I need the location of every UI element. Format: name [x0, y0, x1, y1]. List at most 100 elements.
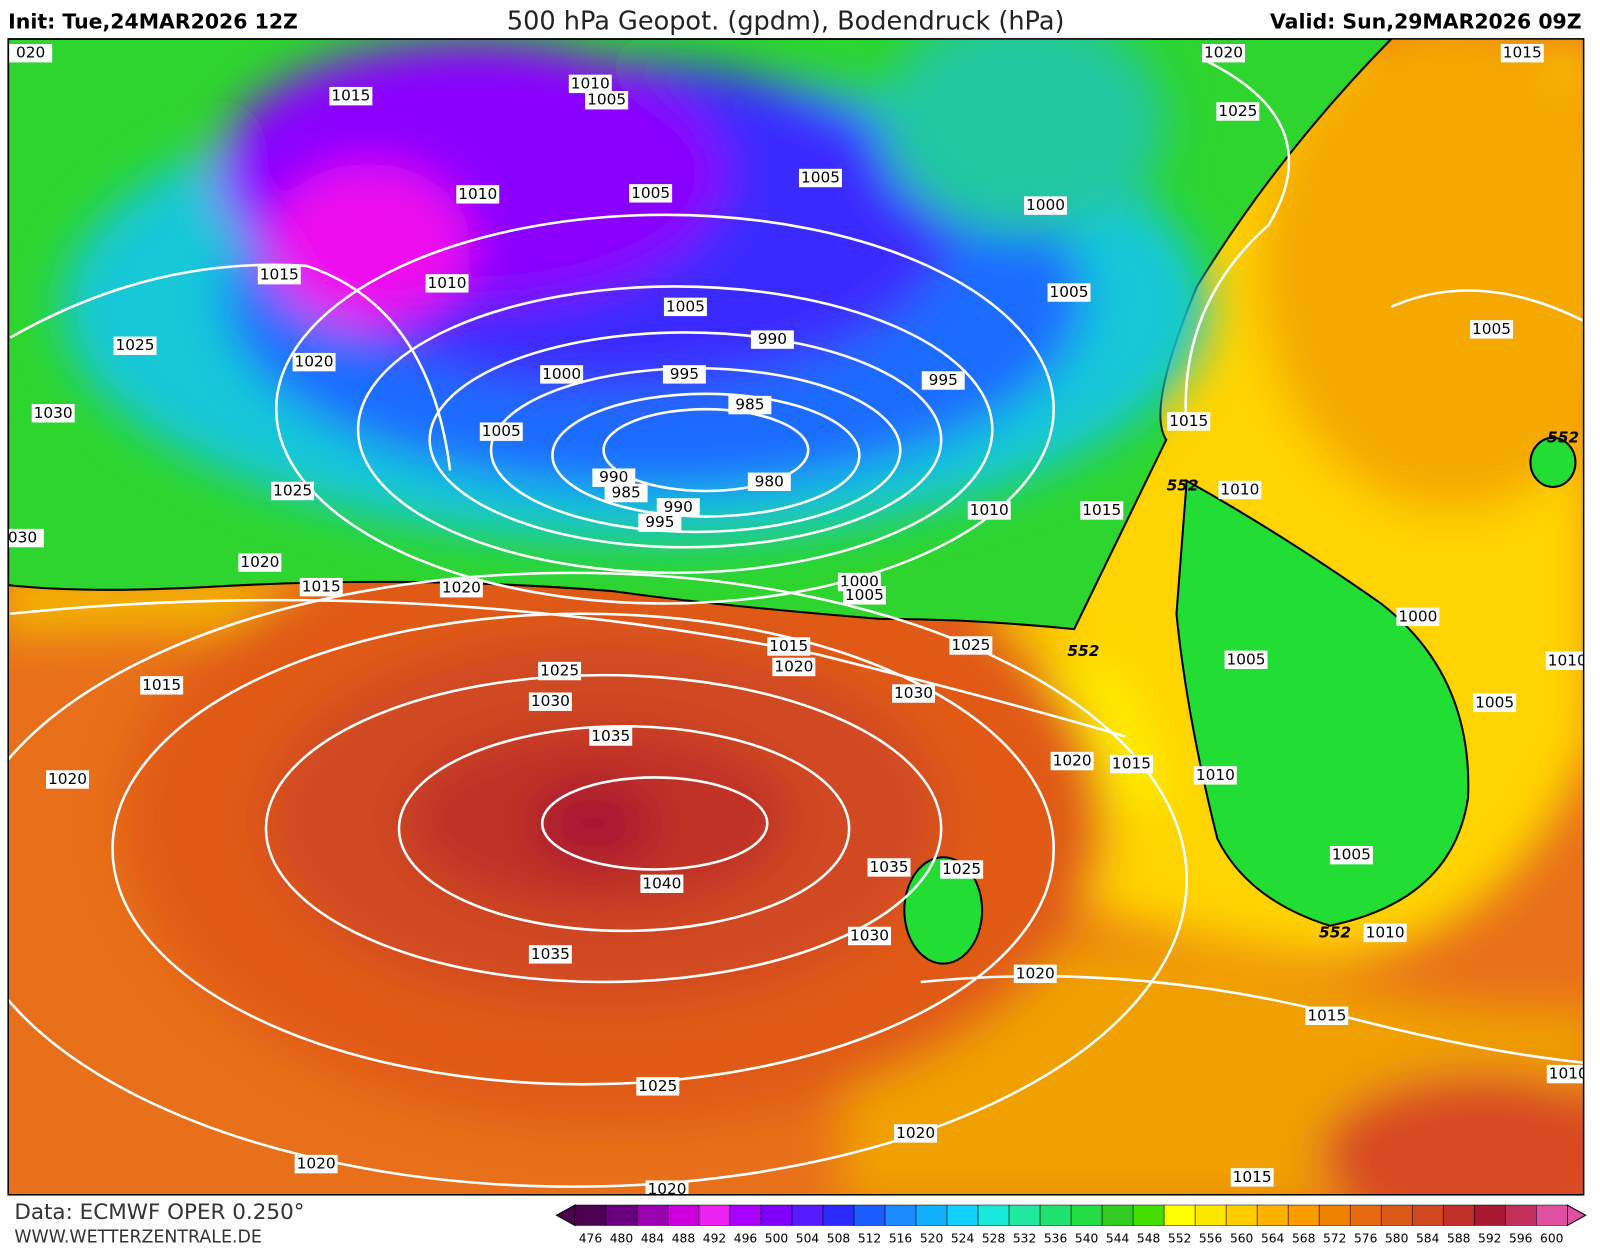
- east-552: [1529, 436, 1577, 488]
- isobar-label: 1010: [428, 274, 467, 292]
- isobar-label: 1010: [1366, 923, 1405, 941]
- isobar-label: 1015: [1307, 1006, 1346, 1024]
- isobar-label: 1000: [1398, 607, 1437, 625]
- colorbar: 476 480 484 488 492 496 500 504 508 512 516 520 524 5…: [555, 1204, 1587, 1245]
- colorbar-swatch: [1070, 1204, 1103, 1226]
- label-box: [1546, 1064, 1584, 1084]
- label-box: [767, 637, 811, 656]
- label-box: [640, 874, 684, 894]
- isobar-label: 1000: [1026, 196, 1065, 214]
- isobar-label: 1005: [845, 586, 884, 604]
- isobar-label: 990: [599, 468, 628, 486]
- label-box: [728, 395, 772, 415]
- isobars: [8, 60, 1584, 1188]
- colorbar-label: 592: [1478, 1231, 1501, 1245]
- isobar-label: 995: [670, 365, 699, 383]
- colorbar-label: 520: [920, 1231, 943, 1245]
- label-box: [456, 185, 500, 204]
- isobar-label: 1020: [1016, 964, 1055, 982]
- valid-time: Valid: Sun,29MAR2026 09Z: [1270, 10, 1582, 34]
- isobar-label: 1020: [295, 353, 334, 371]
- colorbar-label: 576: [1354, 1231, 1378, 1245]
- isobar-label: 1030: [34, 404, 73, 422]
- balkan-552: [1175, 479, 1470, 927]
- isobar-label: 985: [735, 396, 764, 414]
- colorbar-swatch: [1473, 1204, 1506, 1226]
- colorbar-label: 476: [579, 1231, 603, 1245]
- label-box: [299, 577, 343, 597]
- isobar-label: 030: [8, 529, 37, 547]
- label-box: [645, 1180, 689, 1195]
- colorbar-swatch: [884, 1204, 917, 1226]
- label-box: [1050, 751, 1094, 771]
- colorbar-label: 484: [641, 1231, 665, 1245]
- isobar-label: 1010: [458, 185, 497, 203]
- colorbar-label: 524: [951, 1231, 975, 1245]
- isobar-label: 1025: [638, 1077, 677, 1095]
- colorbar-swatch: [698, 1204, 731, 1226]
- isobar-label: 1020: [240, 553, 279, 571]
- isobar-label: 552: [1067, 642, 1099, 660]
- colorbar-swatch: [1101, 1204, 1134, 1226]
- label-box: [294, 1154, 338, 1174]
- label-box: [1363, 923, 1407, 943]
- isobar-label: 990: [664, 498, 693, 516]
- colorbar-label: 572: [1323, 1231, 1346, 1245]
- isobar-label: 1000: [840, 573, 879, 591]
- isobar-label: 1010: [1196, 766, 1235, 784]
- label-box: [238, 553, 282, 572]
- colorbar-swatch: [915, 1204, 948, 1226]
- colorbar-swatch: [605, 1204, 638, 1226]
- colorbar-swatch: [791, 1204, 824, 1226]
- colorbar-swatch: [1411, 1204, 1444, 1226]
- label-box: [568, 74, 612, 94]
- isobar-label: 1020: [896, 1124, 935, 1142]
- source-url: WWW.WETTERZENTRALE.DE: [14, 1228, 261, 1248]
- colorbar-swatch: [729, 1204, 762, 1226]
- colorbar-label: 548: [1137, 1231, 1160, 1245]
- label-box: [140, 676, 184, 695]
- colorbar-label: 568: [1292, 1231, 1315, 1245]
- colorbar-swatch: [1194, 1204, 1227, 1226]
- colorbar-label: 564: [1261, 1231, 1285, 1245]
- isobar-label: 1020: [442, 579, 481, 597]
- colorbar-label: 480: [610, 1231, 633, 1245]
- map-title: 500 hPa Geopot. (gpdm), Bodendruck (hPa): [507, 7, 1065, 37]
- label-box: [479, 422, 523, 441]
- label-box: [1167, 412, 1211, 431]
- isobar-label: 980: [755, 472, 784, 490]
- isobar-label: 1015: [1169, 412, 1208, 430]
- isobar-label: 1025: [1218, 102, 1257, 120]
- colorbar-label: 552: [1168, 1231, 1191, 1245]
- colorbar-swatch: [977, 1204, 1010, 1226]
- colorbar-swatch: [1504, 1204, 1537, 1226]
- label-box: [1545, 651, 1584, 671]
- isobar-label: 1005: [482, 422, 521, 440]
- isobar-label: 1005: [587, 91, 626, 109]
- label-box: [1047, 283, 1091, 302]
- label-box: [867, 858, 911, 877]
- colorbar-label: 504: [796, 1231, 820, 1245]
- label-box: [9, 43, 53, 63]
- isobar-label: 1000: [542, 365, 581, 383]
- colorbar-swatch: [1287, 1204, 1320, 1226]
- label-box: [848, 926, 892, 946]
- isobar-label: 995: [929, 371, 958, 389]
- label-box: [528, 692, 572, 711]
- isobar-label: 1010: [571, 74, 610, 92]
- isobar-label: 552: [1547, 428, 1579, 446]
- label-box: [604, 483, 648, 503]
- label-box: [747, 472, 791, 492]
- label-box: [772, 657, 816, 677]
- isobar-label: 1005: [801, 168, 840, 186]
- label-box: [967, 501, 1011, 520]
- colorbar-label: 580: [1385, 1231, 1408, 1245]
- colorbar-swatch: [760, 1204, 793, 1226]
- colorbar-swatch: [853, 1204, 886, 1226]
- isobar-label: 1005: [666, 297, 705, 315]
- isobar-label: 1015: [331, 87, 370, 105]
- label-box: [31, 404, 75, 423]
- colorbar-label: 496: [734, 1231, 758, 1245]
